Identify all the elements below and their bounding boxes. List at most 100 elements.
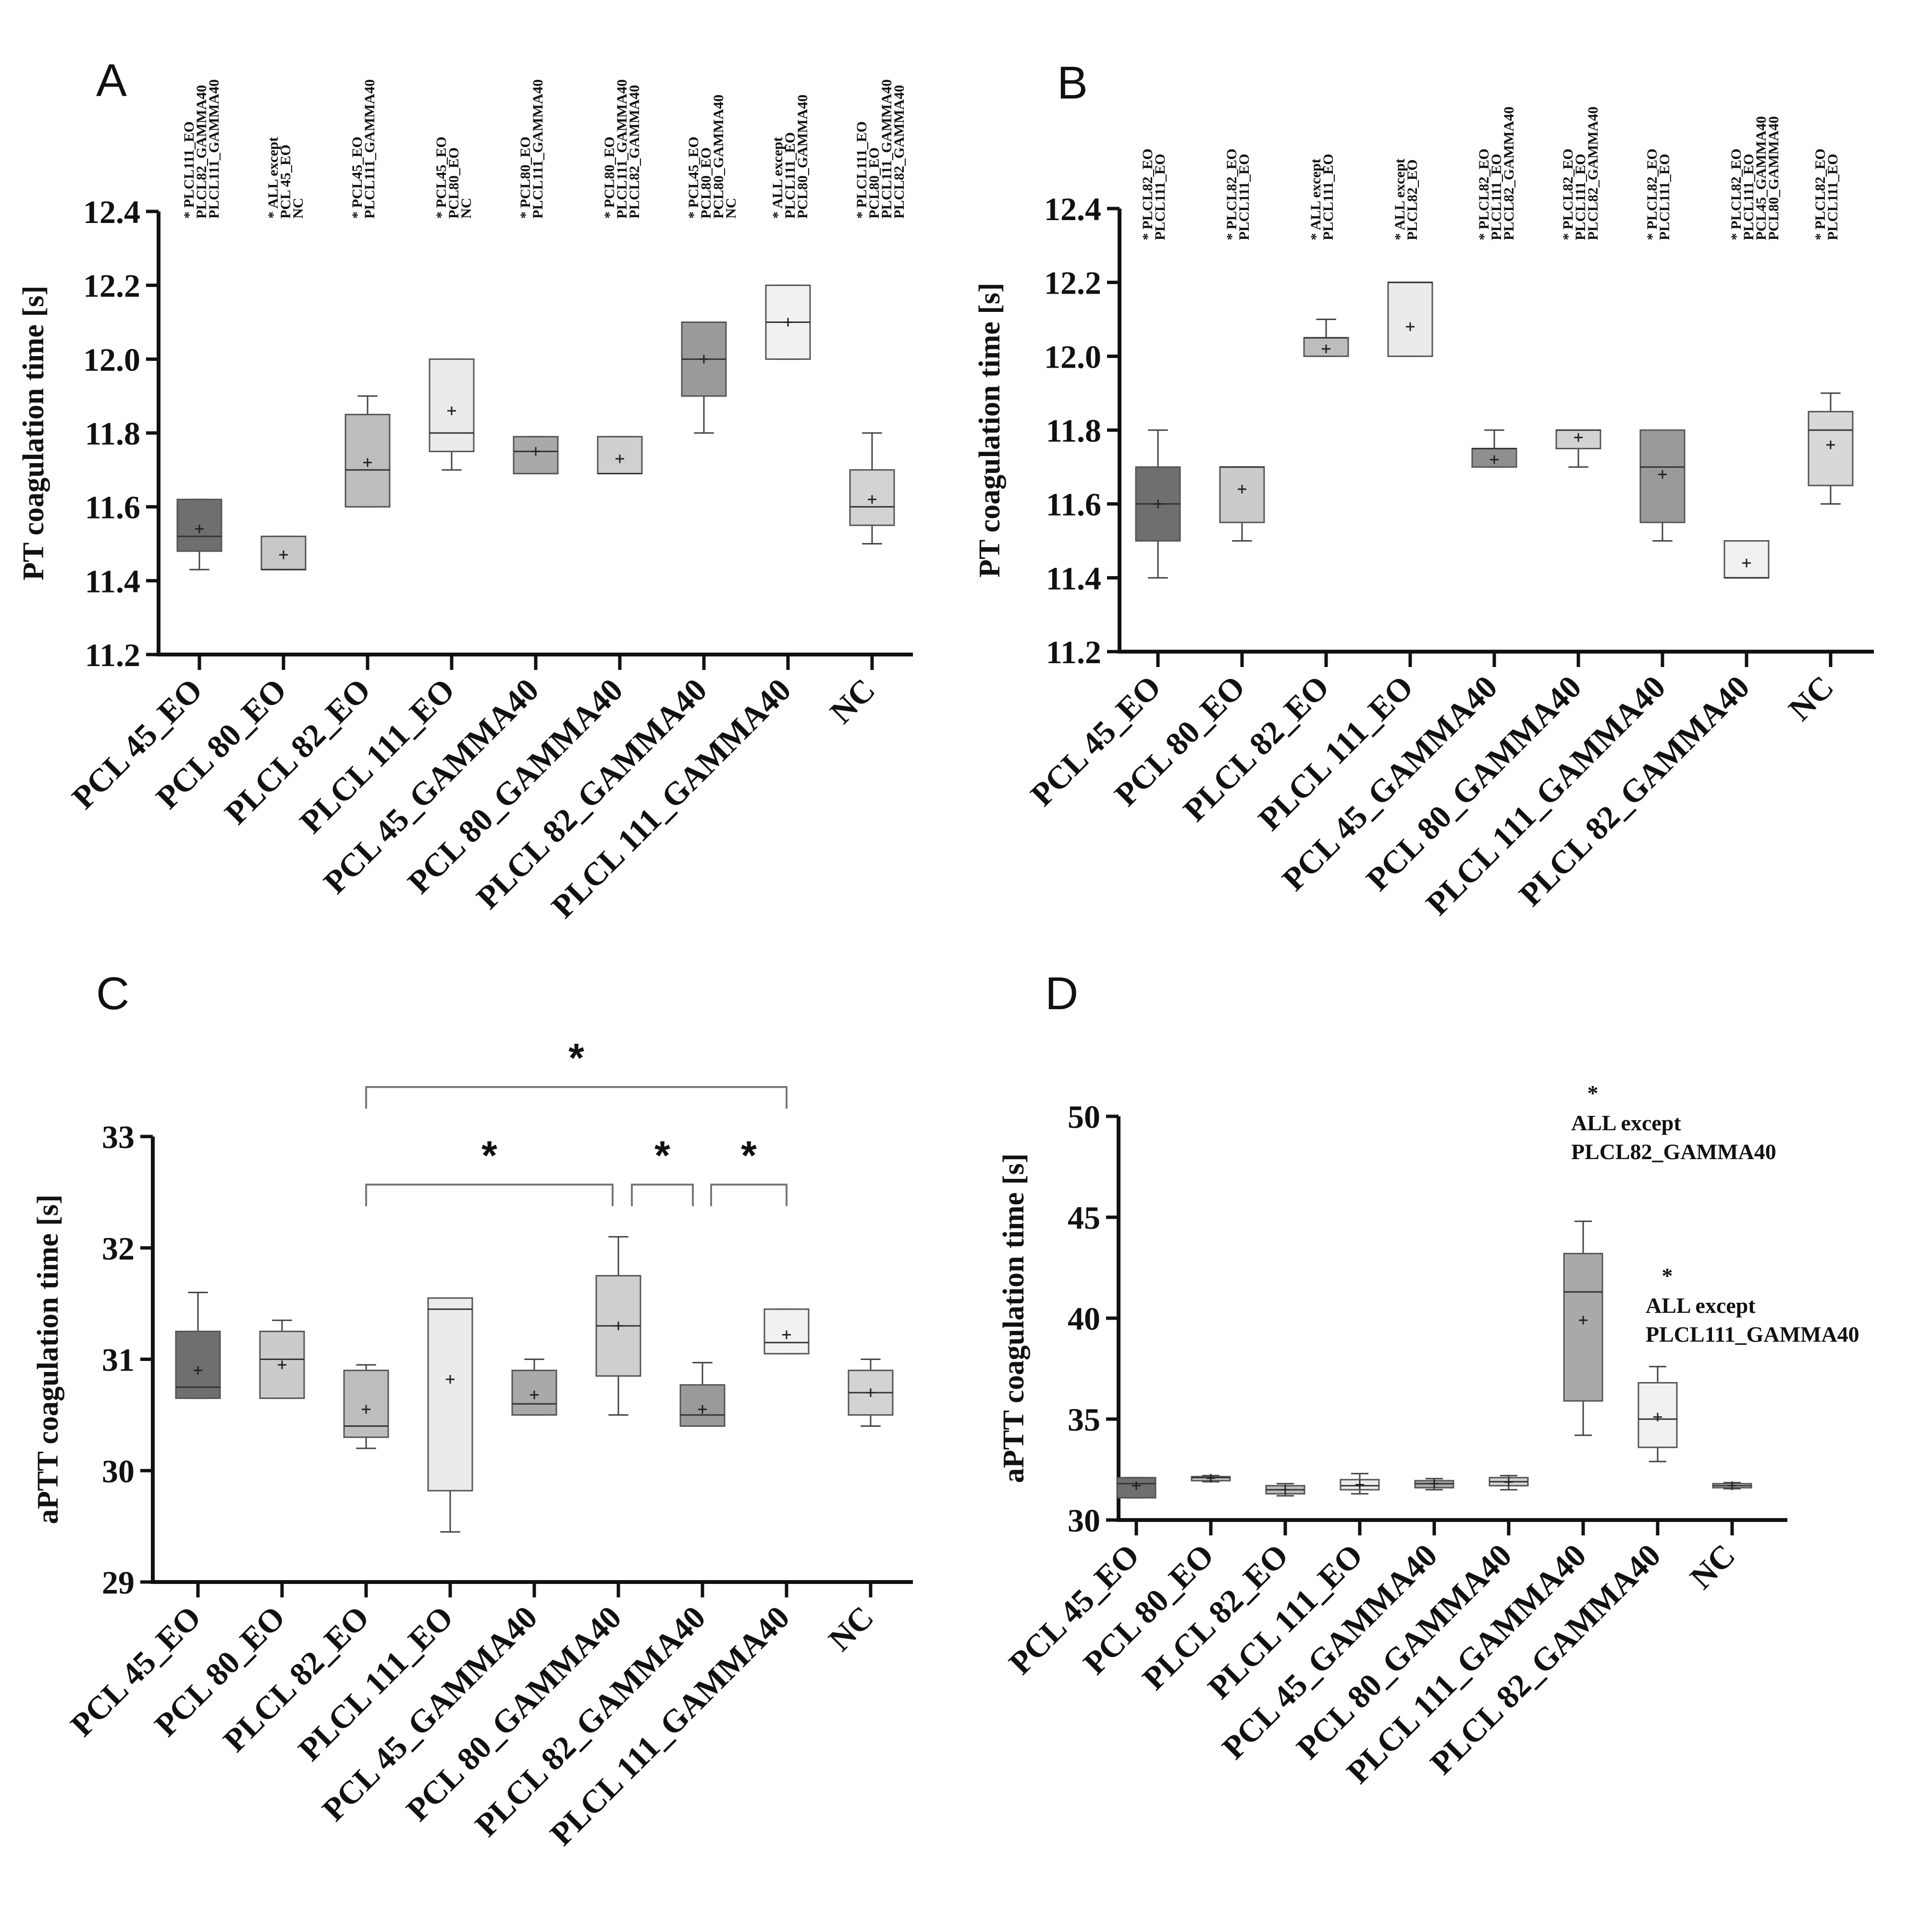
y-tick-label: 11.2 [85, 637, 140, 673]
box-4 [427, 1297, 473, 1533]
box-5 [1414, 1478, 1454, 1491]
y-tick-label: 40 [1068, 1300, 1100, 1337]
panel-letter: D [1045, 968, 1078, 1019]
box-7 [679, 1361, 726, 1427]
bracket-line [631, 1184, 694, 1206]
annotation-line: * ALL except [265, 137, 281, 219]
bracket-line [710, 1184, 788, 1206]
annotation-line: PLCL82_GAMMA40 [627, 85, 642, 219]
x-tick-label: NC [1683, 1537, 1742, 1596]
box-4 [429, 358, 475, 471]
annotation-line: NC [458, 198, 474, 219]
y-axis-label: PT coagulation time [s] [973, 283, 1006, 578]
significance-bracket: * [631, 1133, 694, 1206]
box-8 [765, 284, 811, 360]
x-tick-label: PLCL 82_EO [216, 1599, 376, 1759]
significance-annotation: * PLCL111_EOPCL80_EOPLCL111_GAMMA40PLCL8… [854, 79, 907, 219]
annotation-line: PLCL111_EO [1825, 154, 1841, 240]
annotation-line: PCL80_GAMMA40 [795, 95, 811, 219]
box-8 [1637, 1366, 1678, 1462]
y-tick-label: 12.4 [1044, 191, 1101, 227]
y-tick-label: 30 [1068, 1502, 1100, 1539]
box-2 [1191, 1474, 1231, 1483]
annotation-line: PLCL111_GAMMA40 [1646, 1322, 1859, 1347]
significance-bracket: * [365, 1133, 614, 1206]
annotation-line: PCL80_GAMMA40 [1766, 116, 1782, 240]
bracket-star: * [654, 1133, 670, 1178]
annotation-line: PLCL111_EO [782, 132, 798, 219]
y-tick-label: 12.2 [83, 268, 140, 304]
annotation-line: * PLCL111_EO [854, 121, 870, 219]
x-tick-label: PLCL 82_EO [1176, 668, 1336, 828]
panel-letter: A [96, 55, 127, 106]
significance-annotation: * PLCL82_EOPLCL111_EOPCL45_GAMMA40PCL80_… [1728, 116, 1782, 240]
panel-A: A PT coagulation time [s] 11.2 11.4 11.6 11.8… [17, 55, 913, 925]
annotation-line: * PLCL82_EO [1644, 148, 1660, 240]
y-tick-label: 35 [1068, 1401, 1100, 1438]
annotation-line: PLCL82_EO [1404, 160, 1420, 240]
significance-annotation: * ALL except PLCL111_GAMMA40 [1646, 1263, 1859, 1347]
y-tick-label: 33 [102, 1119, 135, 1155]
annotation-line: * PLCL82_EO [1224, 148, 1240, 240]
annotation-line: PCL45_GAMMA40 [1753, 116, 1769, 240]
box-5 [1471, 429, 1517, 468]
annotation-line: * PLCL82_EO [1560, 148, 1576, 240]
box-6 [597, 436, 643, 475]
x-tick-label: NC [821, 1599, 880, 1658]
annotation-line: PLCL82_GAMMA40 [194, 85, 209, 219]
annotation-line: * PLCL82_EO [1728, 148, 1744, 240]
box-2 [259, 1319, 305, 1399]
box-iqr [427, 1297, 473, 1492]
y-axis-label: aPTT coagulation time [s] [997, 1153, 1030, 1483]
annotation-line: PLCL111_GAMMA40 [530, 79, 546, 219]
annotation-line: * PLCL82_EO [1140, 148, 1156, 240]
y-tick-label: 32 [102, 1230, 135, 1267]
box-6 [1489, 1475, 1529, 1491]
box-8 [1723, 540, 1770, 579]
annotation-line: * ALL except [1308, 159, 1324, 240]
box-8 [763, 1308, 810, 1355]
y-axis-label: aPTT coagulation time [s] [32, 1195, 64, 1524]
box-5 [513, 436, 559, 475]
box-3 [1303, 319, 1349, 357]
annotation-line: PLCL111_EO [1741, 154, 1757, 240]
bracket-line [365, 1086, 788, 1109]
annotation-line: PLCL111_GAMMA40 [614, 79, 630, 219]
box-1 [1116, 1477, 1157, 1499]
annotation-line: PLCL111_EO [1152, 154, 1168, 240]
x-tick-label: NC [1781, 668, 1840, 728]
significance-bracket: * [710, 1133, 788, 1206]
significance-annotation: * PLCL111_EOPLCL82_GAMMA40PLCL111_GAMMA4… [181, 79, 222, 219]
significance-annotation: * ALL except PLCL82_GAMMA40 [1571, 1081, 1776, 1164]
box-6 [595, 1236, 641, 1416]
panel-letter: C [96, 968, 129, 1019]
box-3 [345, 395, 391, 508]
y-tick-label: 11.8 [85, 415, 140, 452]
y-tick-label: 11.4 [85, 563, 140, 599]
annotation-line: PCL80_GAMMA40 [711, 95, 726, 219]
box-7 [1639, 429, 1686, 542]
annotation-line: PLCL82_GAMMA40 [1501, 107, 1517, 240]
annotation-line: PLCL111_EO [1573, 154, 1588, 240]
y-tick-label: 11.6 [1046, 486, 1101, 523]
annotation-line: PLCL82_GAMMA40 [891, 85, 907, 219]
annotation-line: PLCL111_EO [1657, 154, 1673, 240]
box-6 [1555, 429, 1601, 468]
box-7 [681, 321, 727, 434]
box-iqr [1563, 1253, 1603, 1402]
annotation-line: PLCL82_GAMMA40 [1571, 1139, 1776, 1164]
y-tick-label: 12.0 [1044, 338, 1101, 375]
annotation-line: PCL80_EO [446, 148, 462, 219]
bracket-star: * [741, 1133, 757, 1178]
y-tick-label: 11.8 [1046, 412, 1101, 449]
